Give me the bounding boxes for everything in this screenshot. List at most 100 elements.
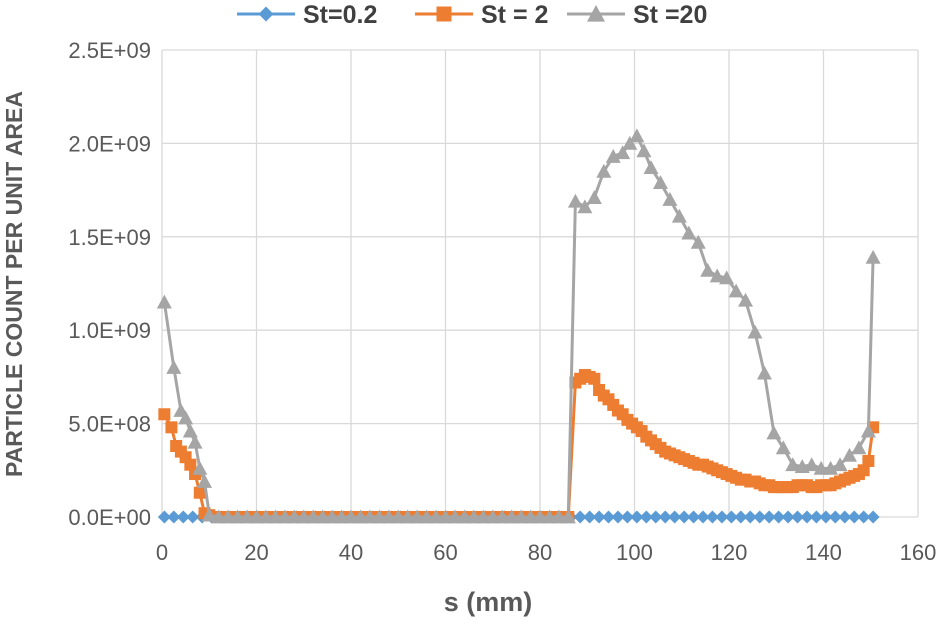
data-point (456, 509, 472, 524)
legend-label: St =20 (633, 1, 707, 29)
data-point (709, 268, 725, 283)
data-point (258, 6, 274, 22)
x-tick-label: 120 (711, 540, 748, 565)
data-point (636, 143, 652, 158)
data-point (324, 509, 340, 524)
data-point (438, 509, 453, 524)
data-point (466, 509, 482, 524)
data-point (860, 423, 876, 438)
series-line (162, 134, 875, 519)
data-point (605, 148, 621, 163)
data-point (157, 510, 171, 524)
series-layer (156, 128, 881, 524)
data-point (381, 509, 397, 524)
y-axis-title: PARTICLE COUNT PER UNIT AREA (1, 91, 27, 477)
data-point (592, 510, 606, 524)
legend-entry: St = 2 (415, 1, 548, 29)
data-point (800, 510, 814, 524)
series-2 (158, 369, 880, 523)
data-point (681, 225, 697, 240)
data-point (494, 509, 510, 524)
x-axis-ticks: 0 20 40 60 80 100 120 140 160 (156, 540, 936, 565)
data-point (734, 510, 748, 524)
data-point (390, 509, 406, 524)
data-point (804, 457, 820, 472)
data-point (865, 249, 881, 264)
data-point (857, 464, 870, 477)
data-point (828, 510, 842, 524)
data-point (611, 510, 625, 524)
x-tick-label: 100 (616, 540, 653, 565)
data-point (436, 6, 452, 22)
legend-label: St = 2 (481, 1, 548, 29)
data-point (671, 208, 687, 223)
data-point (668, 510, 682, 524)
data-point (649, 510, 663, 524)
data-point (201, 507, 217, 522)
data-point (781, 510, 795, 524)
data-point (791, 510, 805, 524)
data-point (620, 510, 634, 524)
data-point (267, 509, 283, 524)
data-point (447, 509, 463, 524)
series-3 (156, 128, 881, 524)
data-point (677, 510, 691, 524)
x-tick-label: 80 (528, 540, 552, 565)
data-point (743, 510, 757, 524)
legend-label: St=0.2 (303, 1, 377, 29)
y-tick-label: 5.0E+08 (68, 412, 151, 437)
data-point (588, 372, 601, 385)
data-point (475, 509, 491, 524)
data-point (838, 510, 852, 524)
data-point (577, 199, 593, 214)
data-point (587, 5, 605, 22)
data-point (315, 509, 331, 524)
data-point (862, 454, 875, 467)
data-point (696, 510, 710, 524)
y-tick-label: 2.0E+09 (68, 131, 151, 156)
data-point (230, 509, 246, 524)
data-point (286, 509, 302, 524)
data-point (724, 510, 738, 524)
data-point (775, 440, 791, 455)
data-point (220, 509, 236, 524)
data-point (652, 175, 668, 190)
data-point (658, 510, 672, 524)
data-point (158, 408, 171, 421)
data-point (343, 509, 359, 524)
data-point (513, 509, 529, 524)
data-point (615, 145, 631, 160)
data-point (639, 510, 653, 524)
data-point (813, 460, 829, 475)
data-point (277, 509, 293, 524)
data-point (165, 421, 178, 434)
data-point (551, 509, 567, 524)
x-tick-label: 140 (805, 540, 842, 565)
x-tick-label: 40 (339, 540, 363, 565)
data-point (197, 474, 213, 488)
data-point (622, 135, 638, 150)
data-point (167, 510, 181, 524)
data-point (728, 283, 744, 298)
data-point (662, 191, 678, 206)
y-tick-label: 1.0E+09 (68, 318, 151, 343)
data-point (296, 509, 312, 524)
y-tick-label: 0.0E+00 (68, 505, 151, 530)
data-point (567, 193, 583, 208)
data-point (156, 294, 172, 309)
x-tick-label: 60 (433, 540, 457, 565)
data-point (504, 509, 520, 524)
data-point (305, 509, 321, 524)
data-point (819, 510, 833, 524)
x-tick-label: 0 (156, 540, 168, 565)
data-point (756, 365, 772, 380)
data-point (211, 509, 227, 524)
data-point (629, 128, 645, 143)
legend: St=0.2 St = 2 St =20 (237, 1, 707, 29)
data-point (753, 510, 767, 524)
data-point (785, 457, 801, 472)
x-axis-title: s (mm) (444, 587, 533, 617)
data-point (847, 510, 861, 524)
data-point (772, 510, 786, 524)
